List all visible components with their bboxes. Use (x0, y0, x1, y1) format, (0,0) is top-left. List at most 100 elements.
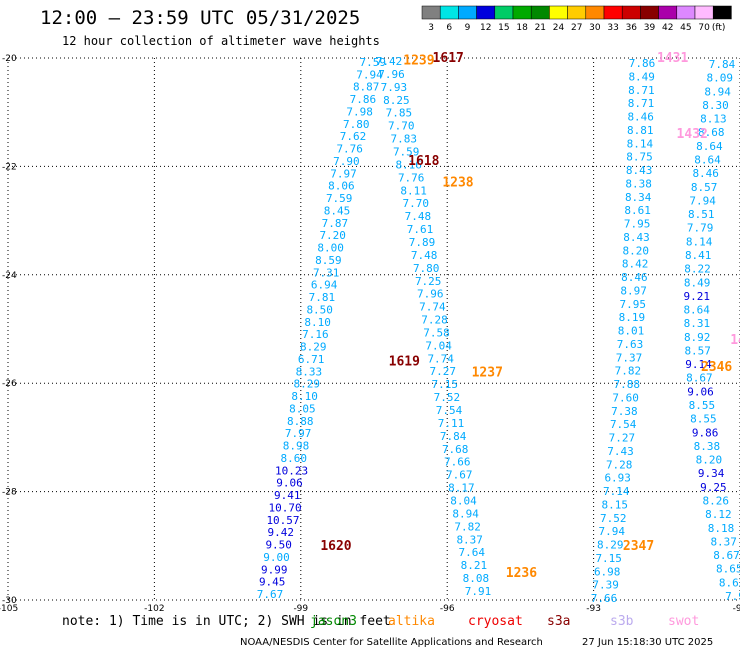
wave-height-value: 7.62 (340, 130, 367, 143)
wave-height-value: 9.06 (687, 385, 714, 398)
wave-height-value: 7.64 (459, 546, 486, 559)
credit-text: NOAA/NESDIS Center for Satellite Applica… (240, 637, 543, 648)
wave-height-value: 6.98 (594, 565, 621, 578)
pass-label: 1239 (403, 54, 434, 69)
scale-swatch (494, 5, 514, 20)
scale-swatch (512, 5, 532, 20)
wave-height-value: 7.20 (319, 229, 346, 242)
wave-height-value: 7.68 (442, 443, 469, 456)
scale-label: 27 (571, 23, 582, 33)
wave-height-value: 8.14 (627, 137, 654, 150)
legend-item-cryosat: cryosat (468, 614, 523, 629)
wave-height-value: 8.14 (686, 235, 713, 248)
wave-height-value: 7.27 (609, 432, 636, 445)
wave-height-value: 7.9 (725, 590, 740, 603)
wave-height-value: 7.97 (330, 167, 357, 180)
scale-label: 6 (446, 23, 452, 33)
wave-height-value: 8.67 (686, 372, 713, 385)
wave-height-value: 9.45 (259, 576, 286, 589)
wave-height-value: 8.68 (698, 126, 725, 139)
scale-label: 36 (626, 23, 638, 33)
wave-height-value: 8.29 (597, 539, 624, 552)
wave-height-value: 7.59 (326, 192, 353, 205)
wave-height-value: 8.37 (710, 535, 737, 548)
wave-height-value: 7.59 (393, 146, 420, 159)
wave-height-value: 7.96 (378, 68, 405, 81)
wave-height-value: 7.74 (427, 352, 454, 365)
wave-height-value: 8.61 (624, 204, 651, 217)
pass-label: 2346 (701, 360, 732, 375)
wave-height-value: 9.06 (276, 477, 303, 490)
y-tick-label: -26 (2, 379, 17, 389)
wave-height-value: 8.38 (625, 177, 652, 190)
wave-height-value: 7.28 (421, 314, 448, 327)
y-tick-label: -24 (2, 271, 17, 281)
scale-swatch (530, 5, 550, 20)
wave-height-value: 7.27 (430, 365, 457, 378)
wave-height-value: 8.51 (688, 208, 715, 221)
wave-height-value: 10.23 (275, 464, 308, 477)
wave-height-value: 8.92 (684, 331, 711, 344)
scale-label: 45 (680, 23, 691, 33)
wave-height-value: 7.80 (413, 262, 440, 275)
scale-label: 15 (498, 23, 509, 33)
scale-swatch (476, 5, 496, 20)
scale-label: 70 (698, 23, 710, 33)
legend-item-s3a: s3a (547, 614, 570, 629)
wave-height-value: 8.94 (704, 85, 731, 98)
wave-height-value: 8.05 (289, 402, 316, 415)
wave-height-value: 8.64 (683, 304, 710, 317)
wave-height-value: 7.87 (322, 217, 349, 230)
wave-height-value: 7.59 (360, 56, 387, 69)
wave-height-value: 7.37 (616, 351, 643, 364)
wave-height-value: 7.70 (388, 120, 415, 133)
x-tick-label: -105 (0, 604, 18, 614)
color-scale: 3 6 9 12 15 18 21 24 27 30 33 36 39 42 45 70 (ft) (421, 5, 732, 33)
wave-height-value: 7.80 (343, 118, 370, 131)
wave-height-value: 9.86 (692, 426, 719, 439)
wave-height-value: 6.93 (604, 472, 631, 485)
wave-height-value: 8.97 (620, 284, 647, 297)
wave-height-value: 8.46 (692, 167, 719, 180)
wave-height-value: 8.50 (306, 303, 333, 316)
wave-height-value: 9.21 (684, 290, 711, 303)
wave-height-value: 7.61 (407, 223, 434, 236)
x-tick-label: -102 (144, 604, 164, 614)
scale-label: 24 (553, 23, 565, 33)
wave-height-value: 7.83 (391, 133, 418, 146)
wave-height-value: 7.90 (333, 155, 360, 168)
wave-height-value: 8.22 (684, 263, 711, 276)
scale-swatch (640, 5, 659, 20)
wave-height-value: 9.14 (685, 358, 712, 371)
wave-height-value: 7.39 (592, 579, 619, 592)
axis-ticks: -105 -102 -99 -96 -93 -90 -20 -22 -24 -26 -28 -30 (0, 54, 740, 614)
wave-height-value: 7.31 (313, 266, 340, 279)
pass-label: 1618 (408, 154, 439, 169)
scale-swatch (658, 5, 678, 20)
wave-height-value: 8.49 (628, 70, 655, 83)
scale-swatch (458, 5, 477, 20)
wave-height-value: 10.57 (266, 514, 299, 527)
wave-height-value: 7.84 (440, 430, 467, 443)
wave-height-value: 7.04 (425, 339, 452, 352)
wave-height-value: 8.42 (622, 258, 649, 271)
wave-height-value: 8.12 (705, 508, 732, 521)
x-tick-label: -96 (440, 604, 455, 614)
y-tick-label: -30 (2, 596, 17, 606)
wave-height-value: 7.63 (617, 338, 644, 351)
wave-height-value: 8.31 (684, 317, 711, 330)
pass-label: 2347 (623, 539, 654, 554)
legend-item-jason3: jason3 (310, 614, 357, 629)
legend-item-s3b: s3b (610, 614, 634, 629)
wave-height-value: 8.67 (713, 549, 740, 562)
wave-height-value: 8.26 (703, 495, 730, 508)
wave-height-value: 8.06 (328, 180, 355, 193)
x-tick-label: -93 (586, 604, 601, 614)
wave-height-value: 7.86 (629, 57, 656, 70)
wave-height-value: 7.82 (615, 365, 642, 378)
scale-swatch (439, 5, 459, 20)
wave-height-value: 8.00 (317, 242, 344, 255)
scale-label: 9 (465, 23, 471, 33)
wave-height-value: 8.43 (626, 164, 653, 177)
